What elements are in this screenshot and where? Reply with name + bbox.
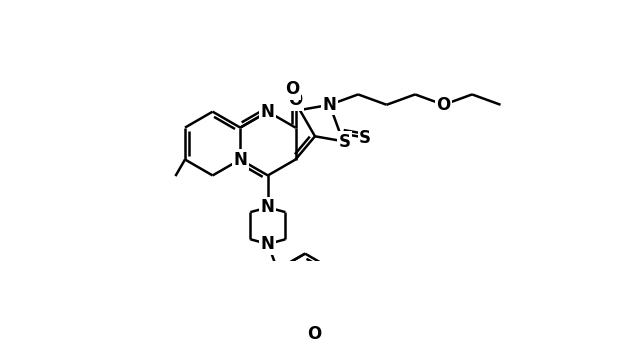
Text: S: S: [359, 129, 371, 147]
Text: N: N: [261, 198, 275, 216]
Text: O: O: [436, 96, 451, 114]
Text: N: N: [261, 235, 275, 253]
Text: O: O: [285, 80, 300, 98]
Text: O: O: [307, 325, 322, 343]
Text: N: N: [234, 151, 247, 169]
Text: N: N: [261, 103, 275, 121]
Text: S: S: [339, 132, 351, 151]
Text: O: O: [289, 92, 303, 109]
Text: N: N: [323, 96, 337, 114]
